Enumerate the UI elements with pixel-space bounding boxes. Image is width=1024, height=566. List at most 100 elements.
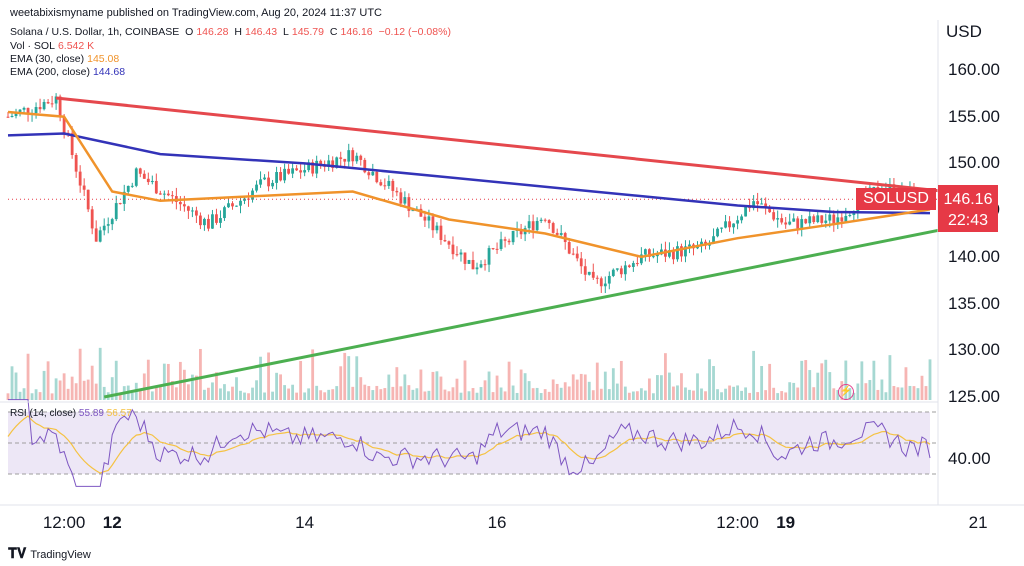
bar-countdown: 22:43 xyxy=(947,212,989,229)
candle xyxy=(126,185,130,195)
tradingview-logo[interactable]: 𝐓𝐕 TradingView xyxy=(8,545,91,561)
volume-bar xyxy=(836,390,840,400)
candle xyxy=(42,99,46,111)
volume-bar xyxy=(760,366,764,400)
candle xyxy=(130,182,134,188)
candle xyxy=(178,196,182,211)
rsi-ma-line xyxy=(7,415,931,474)
candle xyxy=(443,234,447,243)
volume-bar xyxy=(170,380,174,400)
time-tick: 12 xyxy=(102,513,122,532)
lightning-icon[interactable]: ⚡ xyxy=(838,384,854,400)
candle xyxy=(736,215,739,230)
volume-bar xyxy=(535,387,539,400)
candle xyxy=(287,164,291,175)
volume-bar xyxy=(788,382,792,400)
candle xyxy=(403,191,407,206)
volume-bar xyxy=(635,391,639,400)
candle xyxy=(800,214,804,237)
candle xyxy=(531,214,535,239)
volume-bar xyxy=(327,389,331,400)
candle xyxy=(347,143,351,167)
candle xyxy=(619,265,623,278)
rsi-pane xyxy=(7,399,936,487)
volume-bar xyxy=(928,359,932,400)
volume-bar xyxy=(307,388,311,400)
candle xyxy=(563,231,567,250)
candle xyxy=(199,212,202,230)
volume-bar xyxy=(195,375,198,400)
candle xyxy=(764,197,768,215)
volume-bar xyxy=(287,388,291,400)
candle xyxy=(279,167,282,182)
volume-bar xyxy=(503,391,507,400)
candle xyxy=(146,172,150,185)
volume-bar xyxy=(343,352,347,400)
volume-bar xyxy=(563,382,567,400)
last-price-label: 146.16 22:43 xyxy=(938,185,998,232)
candle xyxy=(611,268,615,278)
volume-bar xyxy=(42,370,46,400)
price-tick: 140.00 xyxy=(948,246,1000,266)
candle xyxy=(507,238,511,245)
volume-bar xyxy=(820,363,824,400)
candle xyxy=(720,227,723,233)
volume-bar xyxy=(688,389,691,400)
volume-bar xyxy=(239,390,242,400)
candle xyxy=(275,166,278,190)
volume-bar xyxy=(26,353,30,400)
volume-bar xyxy=(379,389,383,400)
volume-bar xyxy=(800,360,804,400)
volume-bar xyxy=(828,372,832,400)
candle xyxy=(303,162,307,177)
candle xyxy=(407,193,411,218)
ema200-line xyxy=(7,132,931,215)
candle xyxy=(539,217,543,224)
volume-bar xyxy=(808,370,812,400)
candle xyxy=(255,180,258,193)
volume-bar xyxy=(716,389,719,400)
candle xyxy=(784,216,788,229)
volume-bar xyxy=(499,387,503,400)
volume-bar xyxy=(190,374,194,400)
volume-bar xyxy=(872,360,876,400)
volume-bar xyxy=(631,391,635,400)
volume-bar xyxy=(692,390,695,400)
candle xyxy=(872,186,876,189)
candle xyxy=(54,93,58,110)
candle xyxy=(463,252,467,271)
candle xyxy=(379,179,383,187)
volume-bar xyxy=(611,368,615,400)
volume-bar xyxy=(519,369,523,400)
candle xyxy=(239,196,242,214)
volume-bar xyxy=(583,374,587,400)
volume-bar xyxy=(639,388,643,400)
candle xyxy=(195,206,198,223)
volume-bar xyxy=(451,387,455,400)
volume-bar xyxy=(38,392,42,400)
candle xyxy=(567,237,571,255)
candle xyxy=(106,217,110,234)
candle xyxy=(451,236,455,260)
candle xyxy=(543,218,547,223)
volume-bar xyxy=(367,386,371,400)
candle xyxy=(223,205,226,221)
candle xyxy=(158,190,162,195)
time-tick: 19 xyxy=(776,513,796,532)
rsi-legend: RSI (14, close) 55.89 56.57 xyxy=(10,408,132,419)
volume-bar xyxy=(647,378,651,400)
volume-bar xyxy=(463,360,467,400)
volume-bar xyxy=(812,387,816,400)
volume-bar xyxy=(431,371,435,400)
overlays xyxy=(7,96,947,399)
candle xyxy=(78,165,82,193)
price-tick: 135.00 xyxy=(948,293,1000,313)
volume-bar xyxy=(672,386,675,400)
volume-bar xyxy=(247,393,250,400)
candle xyxy=(848,213,852,218)
volume-bar xyxy=(275,372,278,400)
candle xyxy=(776,210,780,228)
volume-bar xyxy=(475,392,479,400)
volume-bar xyxy=(832,388,836,400)
candle xyxy=(327,154,331,171)
